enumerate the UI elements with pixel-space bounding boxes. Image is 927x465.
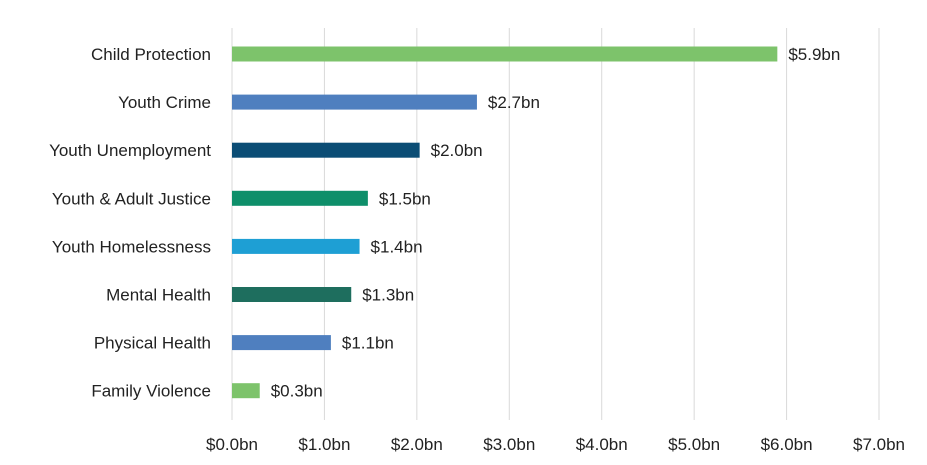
x-tick-label: $5.0bn [668,435,720,454]
x-tick-label: $7.0bn [853,435,905,454]
category-label: Youth & Adult Justice [52,189,211,208]
data-label: $2.0bn [431,141,483,160]
bar [232,190,368,206]
bar [232,383,260,399]
x-tick-label: $2.0bn [391,435,443,454]
data-labels: $5.9bn $2.7bn $2.0bn $1.5bn $1.4bn $1.3bn $1.1… [271,45,841,401]
data-label: $2.7bn [488,93,540,112]
x-tick-label: $6.0bn [761,435,813,454]
bars [232,46,778,399]
data-label: $1.1bn [342,334,394,353]
category-label: Youth Homelessness [52,237,211,256]
data-label: $5.9bn [788,45,840,64]
data-label: $1.3bn [362,286,414,305]
category-label: Family Violence [91,382,211,401]
x-tick-label: $4.0bn [576,435,628,454]
bar [232,142,420,158]
bar [232,94,477,110]
x-tick-label: $0.0bn [206,435,258,454]
data-label: $1.4bn [371,237,423,256]
gridlines [231,28,880,420]
bar [232,238,360,254]
bar [232,287,352,302]
x-axis-tick-labels: $0.0bn $1.0bn $2.0bn $3.0bn $4.0bn $5.0bn $6.0… [206,435,905,454]
category-label: Mental Health [106,286,211,305]
x-tick-label: $3.0bn [483,435,535,454]
category-label: Youth Unemployment [49,141,211,160]
category-labels: Child Protection Youth Crime Youth Unemplo… [49,45,211,401]
category-label: Child Protection [91,45,211,64]
category-label: Physical Health [94,334,211,353]
bar [232,46,778,62]
bar [232,335,331,351]
data-label: $1.5bn [379,189,431,208]
data-label: $0.3bn [271,382,323,401]
x-tick-label: $1.0bn [298,435,350,454]
category-label: Youth Crime [118,93,211,112]
